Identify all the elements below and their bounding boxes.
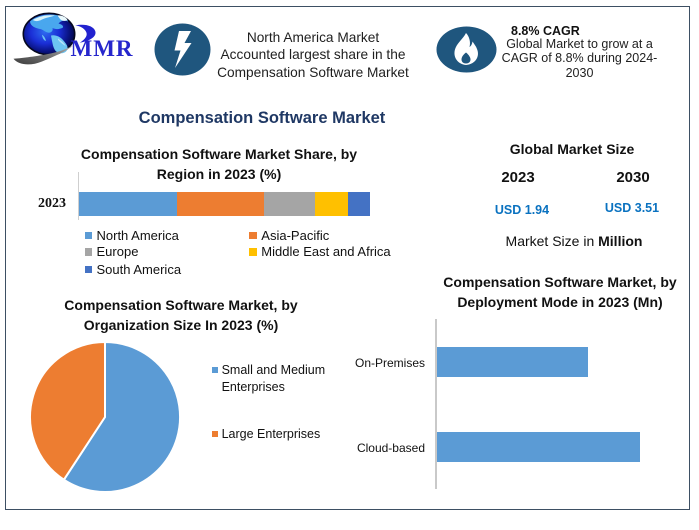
svg-text:MMR: MMR — [71, 36, 134, 61]
